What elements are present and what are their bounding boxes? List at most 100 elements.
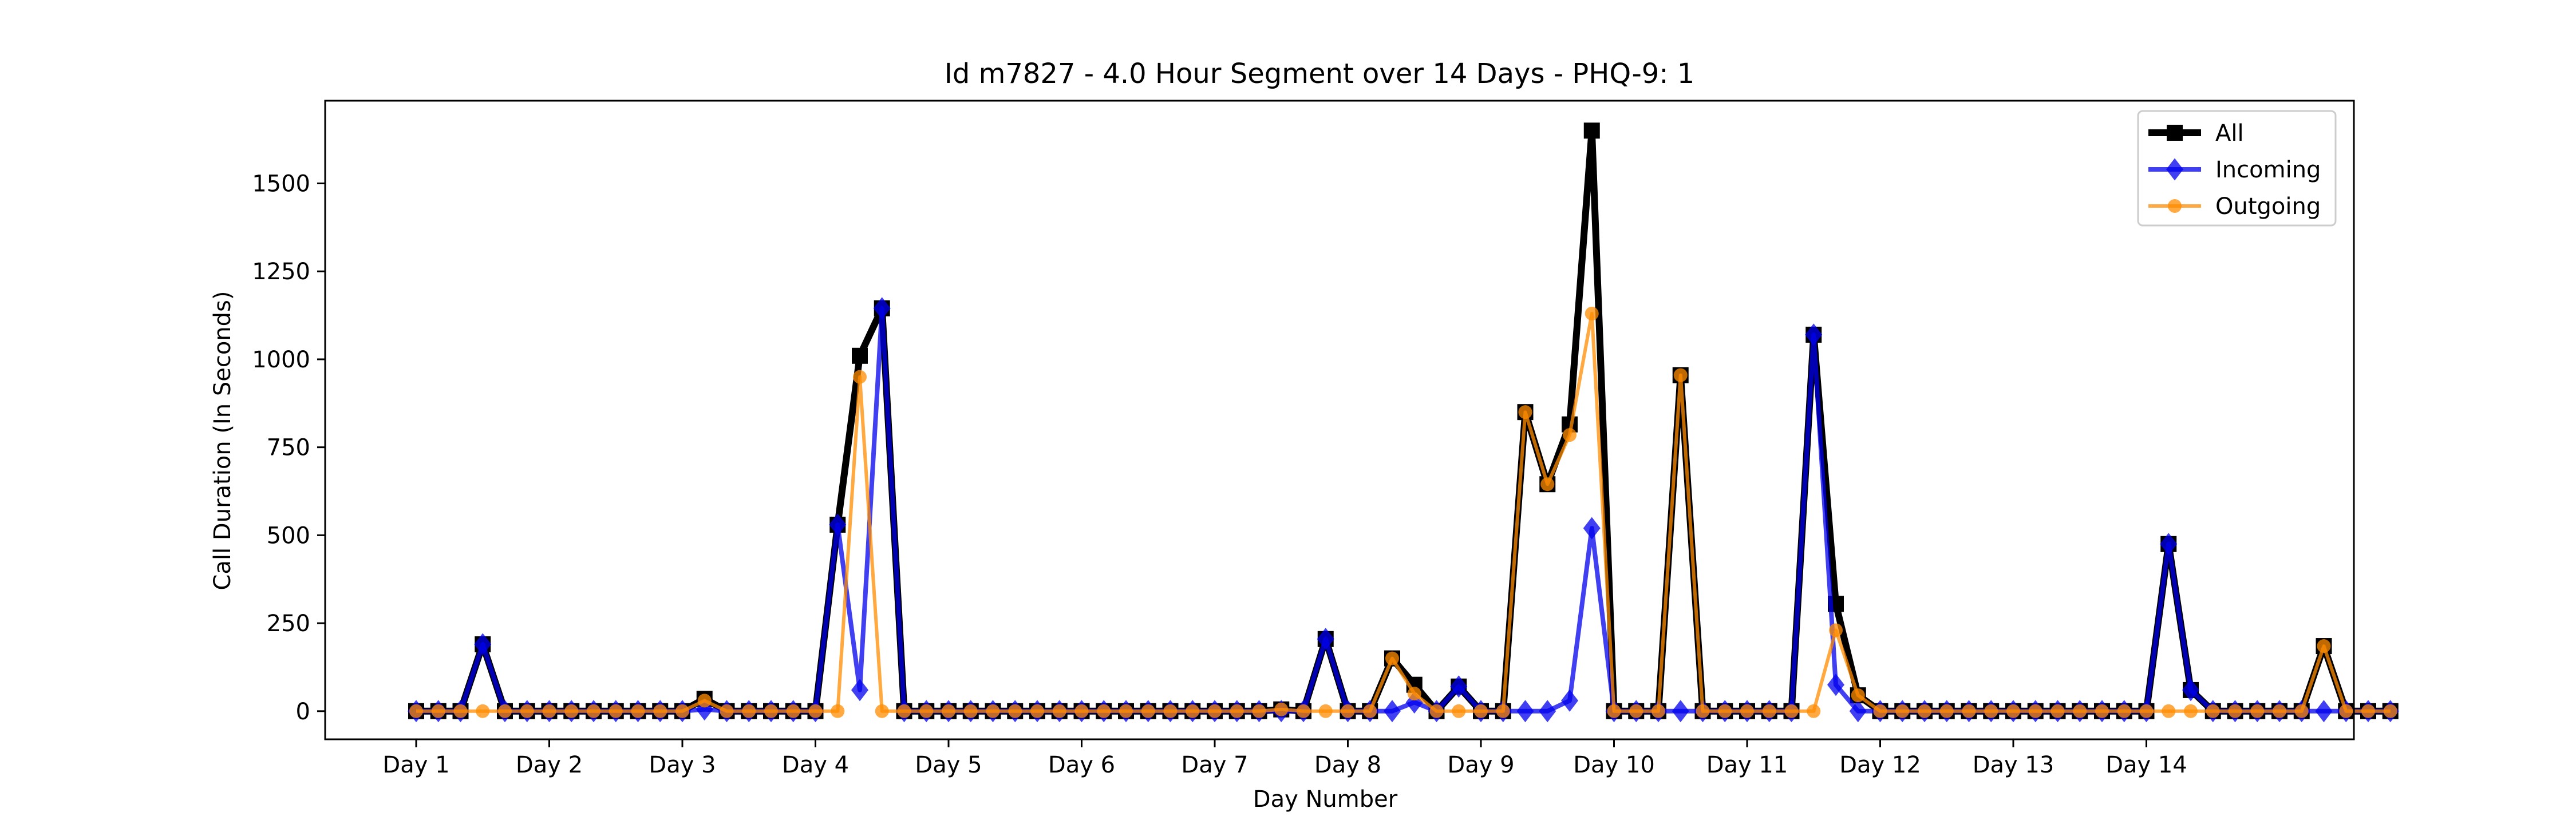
data-point-outgoing [942, 704, 955, 718]
data-point-outgoing [1186, 704, 1200, 718]
data-point-outgoing [564, 704, 579, 718]
data-point-outgoing [1429, 704, 1444, 718]
data-point-incoming [1450, 675, 1468, 698]
data-point-incoming [1384, 700, 1401, 723]
data-point-outgoing [919, 704, 934, 718]
data-point-outgoing [2228, 704, 2242, 718]
data-point-incoming [829, 513, 847, 536]
data-point-outgoing [476, 704, 490, 718]
data-point-incoming [1516, 700, 1534, 723]
data-point-outgoing [1496, 704, 1510, 718]
data-point-outgoing [1363, 704, 1377, 718]
data-point-outgoing [697, 694, 712, 708]
data-point-outgoing [2073, 704, 2087, 718]
y-tick-label: 1000 [252, 347, 310, 373]
data-point-outgoing [1762, 704, 1776, 718]
x-axis-title: Day Number [1253, 786, 1398, 813]
data-point-outgoing [1784, 704, 1799, 718]
data-point-outgoing [1629, 704, 1643, 718]
x-tick-label: Day 14 [2105, 752, 2187, 778]
data-point-outgoing [2361, 704, 2375, 718]
axes: Day 1 Day 2 Day 3 Day 4 Day 5 Day 6 Day 7 Day 8… [252, 100, 2355, 778]
data-point-outgoing [1696, 704, 1710, 718]
y-axis-title: Call Duration (In Seconds) [210, 291, 236, 591]
y-tick-label: 0 [296, 699, 310, 725]
data-point-outgoing [1673, 368, 1688, 382]
legend-marker-all [2167, 125, 2183, 141]
data-point-incoming [1827, 674, 1844, 696]
data-point-outgoing [2383, 704, 2397, 718]
data-point-outgoing [875, 704, 889, 718]
data-point-outgoing [1208, 704, 1222, 718]
legend-marker-incoming [2166, 158, 2183, 181]
data-point-outgoing [520, 704, 534, 718]
x-tick-label: Day 8 [1314, 752, 1381, 778]
data-point-incoming [851, 679, 868, 702]
data-point-outgoing [2050, 704, 2065, 718]
data-point-outgoing [542, 704, 556, 718]
data-point-outgoing [1274, 702, 1289, 716]
data-point-all [852, 347, 868, 364]
data-point-incoming [1849, 700, 1867, 723]
data-point-outgoing [2095, 704, 2109, 718]
legend-label-incoming: Incoming [2215, 157, 2321, 183]
x-tick-label: Day 13 [1973, 752, 2055, 778]
data-point-incoming [1672, 700, 1689, 723]
data-point-outgoing [609, 704, 623, 718]
data-point-incoming [2315, 700, 2333, 723]
data-point-incoming [1539, 700, 1556, 723]
data-point-outgoing [1984, 704, 1998, 718]
data-point-outgoing [1097, 704, 1111, 718]
data-point-incoming [1561, 689, 1578, 712]
chart-title: Id m7827 - 4.0 Hour Segment over 14 Days… [945, 58, 1695, 90]
data-point-outgoing [2206, 704, 2220, 718]
x-tick-label: Day 6 [1048, 752, 1115, 778]
data-point-outgoing [1585, 307, 1599, 320]
legend-item-incoming: Incoming [2148, 157, 2321, 183]
data-point-outgoing [1518, 405, 1532, 419]
y-tick-label: 750 [267, 435, 310, 461]
data-point-outgoing [1939, 704, 1954, 718]
x-tick-label: Day 12 [1839, 752, 1921, 778]
data-point-outgoing [1474, 704, 1488, 718]
data-point-outgoing [1895, 704, 1910, 718]
data-point-outgoing [2339, 704, 2353, 718]
y-tick-label: 1250 [252, 259, 310, 285]
data-point-outgoing [1008, 704, 1022, 718]
data-point-outgoing [1452, 704, 1466, 718]
data-point-outgoing [1740, 704, 1754, 718]
data-point-outgoing [1318, 704, 1333, 718]
data-point-incoming [1317, 628, 1334, 651]
data-point-outgoing [2139, 704, 2154, 718]
data-point-incoming [2182, 679, 2199, 702]
data-point-outgoing [2317, 639, 2331, 653]
data-point-outgoing [1718, 704, 1732, 718]
series-layer [408, 122, 2399, 723]
data-point-outgoing [453, 704, 468, 718]
x-tick-label: Day 7 [1181, 752, 1248, 778]
data-point-outgoing [720, 704, 734, 718]
x-tick-label: Day 9 [1447, 752, 1514, 778]
data-point-outgoing [2250, 704, 2265, 718]
x-tick-label: Day 4 [782, 752, 849, 778]
x-tick-label: Day 11 [1706, 752, 1788, 778]
data-point-outgoing [1851, 688, 1865, 703]
data-point-outgoing [1030, 704, 1044, 718]
legend-item-outgoing: Outgoing [2148, 193, 2321, 220]
data-point-outgoing [1230, 704, 1244, 718]
x-tick-label: Day 10 [1573, 752, 1655, 778]
data-point-outgoing [2273, 704, 2286, 718]
data-point-outgoing [1252, 704, 1266, 718]
data-point-outgoing [653, 704, 667, 718]
data-point-incoming [873, 297, 891, 320]
y-tick-label: 1500 [252, 171, 310, 197]
data-point-outgoing [1607, 704, 1621, 718]
data-point-outgoing [631, 704, 645, 718]
data-point-outgoing [1385, 651, 1399, 665]
data-point-outgoing [1652, 704, 1665, 718]
data-point-outgoing [587, 704, 600, 718]
legend-box [2137, 110, 2337, 227]
data-point-outgoing [1563, 428, 1577, 442]
data-point-outgoing [897, 704, 911, 718]
